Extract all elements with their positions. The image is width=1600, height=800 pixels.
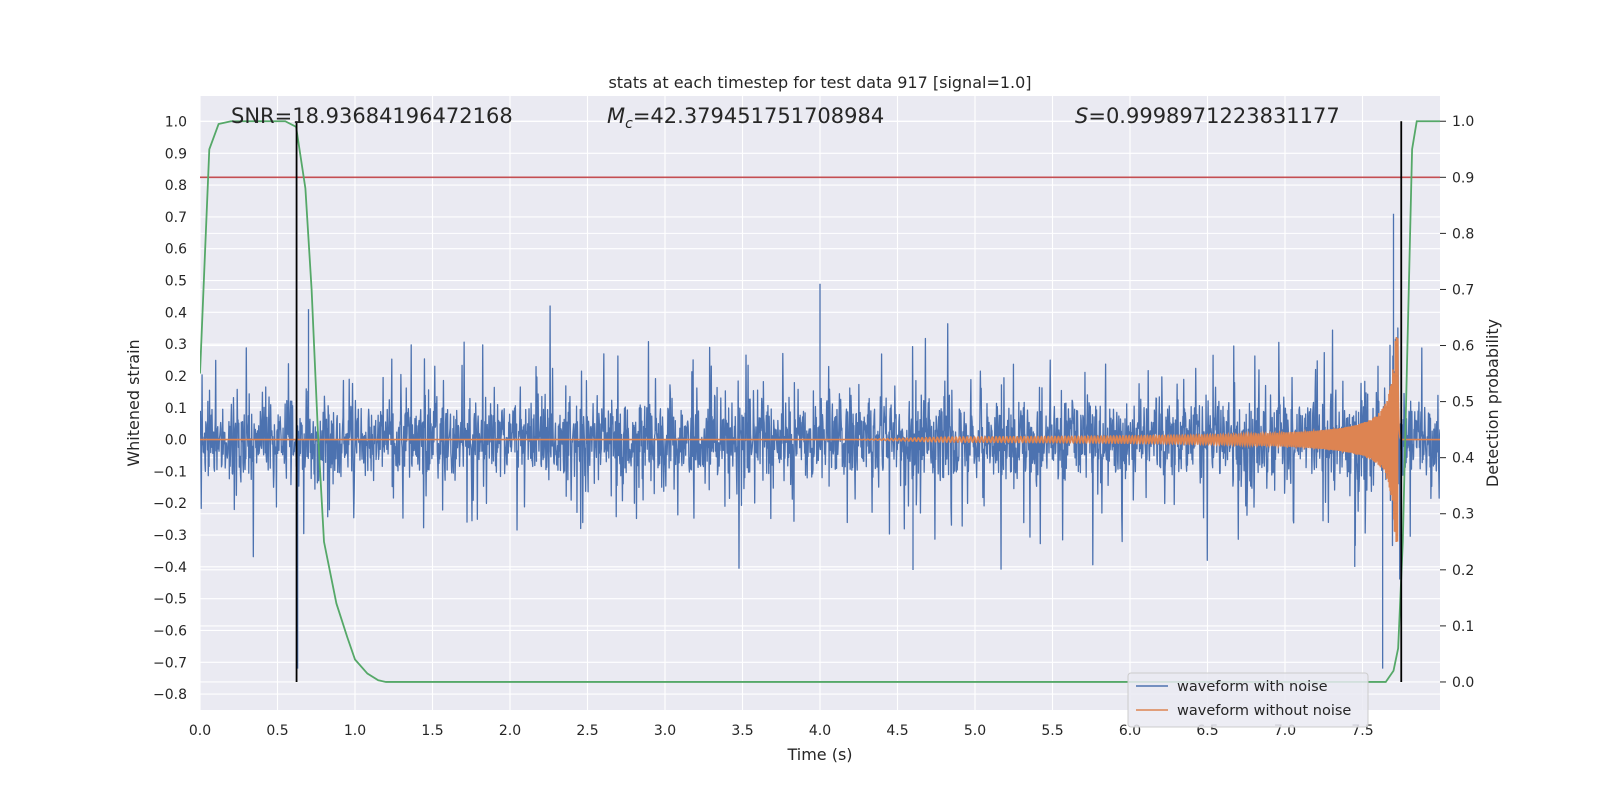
x-axis-label: Time (s): [786, 745, 852, 764]
y-tick-label: −0.4: [153, 560, 187, 576]
y2-tick-label: 0.6: [1452, 339, 1474, 355]
y-tick-label: 0.2: [165, 369, 187, 385]
y-tick-label: −0.8: [153, 687, 187, 703]
x-tick-label: 2.5: [576, 723, 598, 739]
series-detection-probability: [200, 120, 1440, 683]
legend-label-noise: waveform with noise: [1177, 679, 1328, 695]
x-tick-label: 4.0: [809, 723, 831, 739]
y2-tick-label: 0.0: [1452, 675, 1474, 691]
y2-tick-label: 0.9: [1452, 170, 1474, 186]
y2-tick-label: 0.4: [1452, 451, 1474, 467]
x-tick-label: 1.5: [421, 723, 443, 739]
y-tick-label: −0.2: [153, 496, 187, 512]
y2-axis-ticks: 1.0 0.9 0.8 0.7 0.6 0.5 0.4 0.3 0.2 0.1 0.0: [1440, 114, 1474, 691]
y-tick-label: 0.0: [165, 433, 187, 449]
y-tick-label: −0.7: [153, 655, 187, 671]
y-tick-label: 0.7: [165, 210, 187, 226]
series-waveform-with-noise: [200, 213, 1440, 669]
y-tick-label: 0.8: [165, 178, 187, 194]
y-tick-label: 1.0: [165, 114, 187, 130]
x-tick-label: 3.0: [654, 723, 676, 739]
detection-probability-line: [200, 120, 1440, 683]
score-annotation: S=0.9998971223831177: [1075, 104, 1340, 128]
x-axis-ticks: 0.0 0.5 1.0 1.5 2.0 2.5 3.0 3.5 4.0 4.5 5.0 5.5 6.0 6…: [189, 723, 1374, 739]
legend-box: [1127, 672, 1369, 728]
snr-annotation: SNR=18.93684196472168: [231, 104, 513, 128]
y-tick-label: −0.3: [153, 528, 187, 544]
y-tick-label: 0.3: [165, 337, 187, 353]
y2-axis-label: Detection probability: [1483, 319, 1502, 487]
chirp-mass-symbol: M: [607, 104, 625, 128]
y-tick-label: −0.5: [153, 592, 187, 608]
y2-tick-label: 0.5: [1452, 395, 1474, 411]
x-tick-label: 4.5: [886, 723, 908, 739]
legend-label-clean: waveform without noise: [1177, 703, 1351, 719]
y2-tick-label: 0.7: [1452, 282, 1474, 298]
plot-area: [200, 120, 1440, 683]
y2-tick-label: 0.8: [1452, 226, 1474, 242]
y-tick-label: 0.6: [165, 242, 187, 258]
markers: [295, 121, 1403, 682]
x-tick-label: 5.5: [1041, 723, 1063, 739]
x-tick-label: 2.0: [499, 723, 521, 739]
y-tick-label: 0.1: [165, 401, 187, 417]
score-value: =0.9998971223831177: [1088, 104, 1339, 128]
y-tick-label: 0.9: [165, 146, 187, 162]
chirp-mass-annotation: Mc=42.379451751708984: [607, 104, 884, 132]
y2-tick-label: 0.1: [1452, 619, 1474, 635]
y-tick-label: 0.4: [165, 305, 187, 321]
score-symbol: S: [1075, 104, 1088, 128]
y-axis-ticks: 1.0 0.9 0.8 0.7 0.6 0.5 0.4 0.3 0.2 0.1 0.0 −0.1 −0.…: [153, 114, 187, 703]
y-axis-label: Whitened strain: [124, 339, 143, 466]
y2-tick-label: 1.0: [1452, 114, 1474, 130]
x-tick-label: 3.5: [731, 723, 753, 739]
y2-tick-label: 0.3: [1452, 507, 1474, 523]
chirp-mass-value: =42.379451751708984: [633, 104, 884, 128]
series-waveform-without-noise: [200, 337, 1440, 542]
x-tick-label: 5.0: [964, 723, 986, 739]
chirp-mass-subscript: c: [625, 116, 633, 132]
x-tick-label: 1.0: [344, 723, 366, 739]
y2-tick-label: 0.2: [1452, 563, 1474, 579]
y-tick-label: −0.1: [153, 464, 187, 480]
waveform-with-noise-line: [200, 213, 1440, 669]
y-tick-label: −0.6: [153, 623, 187, 639]
chart-title: stats at each timestep for test data 917…: [608, 73, 1031, 92]
y-tick-label: 0.5: [165, 274, 187, 290]
x-tick-label: 0.5: [266, 723, 288, 739]
legend: waveform with noise waveform without noi…: [1127, 672, 1369, 728]
x-tick-label: 0.0: [189, 723, 211, 739]
waveform-without-noise-line: [200, 337, 1440, 542]
